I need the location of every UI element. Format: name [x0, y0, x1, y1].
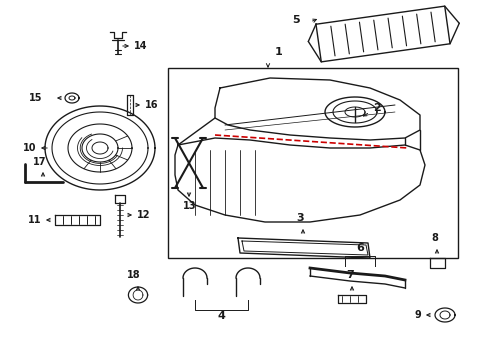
Text: 4: 4 — [217, 311, 224, 321]
Text: 1: 1 — [274, 47, 282, 57]
Text: 14: 14 — [134, 41, 147, 51]
Text: 6: 6 — [355, 243, 363, 253]
Text: 13: 13 — [183, 201, 196, 211]
Text: 8: 8 — [431, 233, 438, 243]
Text: 10: 10 — [22, 143, 36, 153]
Text: 12: 12 — [137, 210, 150, 220]
Bar — [168, 68, 457, 258]
Text: 18: 18 — [127, 270, 141, 280]
Text: 2: 2 — [372, 103, 380, 113]
Text: 7: 7 — [346, 270, 353, 280]
Text: 3: 3 — [296, 213, 303, 223]
Text: 9: 9 — [413, 310, 420, 320]
Text: 11: 11 — [27, 215, 41, 225]
Text: 5: 5 — [292, 15, 299, 25]
Text: 15: 15 — [28, 93, 42, 103]
Text: 16: 16 — [145, 100, 158, 110]
Text: 17: 17 — [33, 157, 47, 167]
